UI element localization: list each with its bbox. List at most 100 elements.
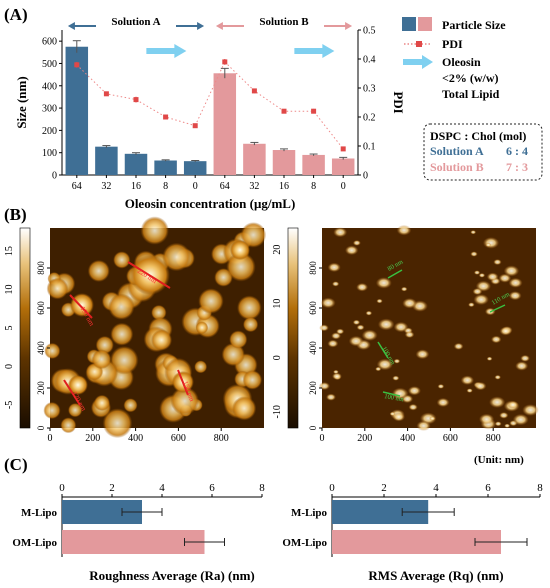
afm-particle — [504, 423, 511, 428]
afm-particle — [392, 412, 406, 422]
y-tick-label: 300 — [42, 104, 57, 115]
afm-particle — [485, 242, 492, 247]
pdi-point — [133, 97, 139, 103]
afm-particle — [195, 321, 209, 334]
bar-particle-size — [65, 46, 89, 175]
afm-particle — [396, 224, 412, 236]
afm-particle — [352, 240, 361, 246]
afm-particle — [333, 227, 348, 238]
afm-particle — [508, 291, 522, 301]
afm-particle — [490, 335, 502, 344]
bar-particle-size — [124, 153, 148, 175]
y-tick-label: 200 — [42, 126, 57, 137]
afm-particle — [109, 345, 139, 375]
x-tick-label: 200 — [357, 433, 372, 444]
x-tick-label: 600 — [443, 433, 458, 444]
pdi-point — [281, 108, 287, 114]
x-tick-label: 4 — [159, 482, 165, 494]
colorbar-right — [287, 227, 299, 429]
pdi-point — [340, 146, 346, 152]
afm-particle — [486, 356, 493, 361]
afm-particle — [67, 402, 83, 418]
bar-roughness — [62, 530, 205, 554]
pdi-point — [74, 62, 80, 68]
afm-particle — [470, 230, 477, 235]
pdi-point — [251, 88, 257, 94]
group-arrow-head-left — [215, 22, 223, 30]
afm-particle — [331, 372, 342, 380]
x-tick-label: 6 — [485, 482, 491, 494]
afm-particle — [87, 259, 110, 283]
afm-particle — [400, 286, 408, 292]
group-label-bg — [244, 14, 324, 28]
y2-tick-label: 0.5 — [363, 26, 376, 37]
oleosin-arrow — [146, 44, 187, 58]
y2-axis-title: PDI — [391, 91, 406, 113]
afm-particle — [226, 252, 256, 282]
colorbar-left — [19, 227, 31, 429]
colorbar-tick-label: 10 — [272, 299, 283, 309]
colorbar-tick-label: 15 — [4, 246, 15, 256]
colorbar-tick-label: -10 — [272, 405, 283, 418]
x-axis-title: Oleosin concentration (μg/mL) — [125, 196, 296, 211]
y-tick-label: 0 — [36, 425, 46, 430]
group-arrow-head-left — [67, 22, 75, 30]
afm-particle — [140, 216, 169, 245]
afm-particle — [391, 387, 409, 400]
x-tick-label: 0 — [341, 181, 346, 192]
afm-particle — [473, 294, 489, 306]
x-tick-label: 32 — [249, 181, 259, 192]
pdi-point — [311, 108, 317, 114]
afm-particle — [46, 277, 69, 300]
legend-particle-size: Particle Size — [442, 18, 506, 32]
x-tick-label: 8 — [311, 181, 316, 192]
afm-particle — [453, 342, 464, 350]
afm-particle — [331, 332, 342, 340]
y2-tick-label: 0.3 — [363, 84, 376, 95]
afm-particle — [503, 265, 520, 277]
y-tick-label: 400 — [42, 81, 57, 92]
x-tick-label: 8 — [537, 482, 543, 494]
afm-particle — [162, 242, 191, 272]
afm-particle — [393, 358, 401, 364]
afm-particle — [102, 408, 133, 439]
afm-particle — [474, 381, 487, 391]
y-tick-label: 400 — [308, 341, 318, 355]
afm-particle — [60, 417, 77, 434]
measurement-line — [69, 294, 93, 319]
group-arrow-head-right — [345, 22, 353, 30]
bar-particle-size — [154, 160, 177, 175]
y-tick-label: 0 — [308, 425, 318, 430]
unit-label: (Unit: nm) — [474, 454, 524, 466]
afm-particle — [198, 288, 224, 314]
afm-particle — [470, 251, 478, 257]
y-tick-label: 600 — [42, 37, 57, 48]
afm-particle — [352, 319, 361, 325]
composition-row-b-name: Solution B — [430, 160, 484, 174]
x-tick-label: 600 — [171, 433, 186, 444]
composition-row-a-ratio: 6 : 4 — [506, 144, 528, 158]
afm-particle — [468, 302, 475, 308]
afm-particle — [240, 222, 267, 248]
panel-label-b: (B) — [4, 205, 27, 224]
measurement-line — [177, 369, 189, 396]
x-tick-label: 8 — [163, 181, 168, 192]
afm-particle — [108, 293, 135, 320]
measurement-line — [377, 341, 389, 359]
afm-particle — [486, 272, 499, 282]
afm-particle — [472, 287, 483, 296]
afm-particle — [512, 413, 529, 426]
measurement-line — [127, 261, 171, 289]
afm-particle — [319, 324, 329, 332]
afm-particle — [113, 251, 131, 269]
colorbar-tick-label: 0 — [272, 355, 283, 360]
afm-particle — [356, 324, 365, 331]
x-axis-title: Roughness Average (Ra) (nm) — [89, 568, 255, 583]
legend-oleosin-arrow — [403, 55, 433, 69]
afm-particle — [402, 298, 417, 309]
afm-particle — [489, 396, 506, 409]
y2-tick-label: 0.2 — [363, 113, 376, 124]
legend-oleosin-2: <2% (w/w) — [442, 71, 499, 85]
afm-particle — [473, 270, 481, 275]
